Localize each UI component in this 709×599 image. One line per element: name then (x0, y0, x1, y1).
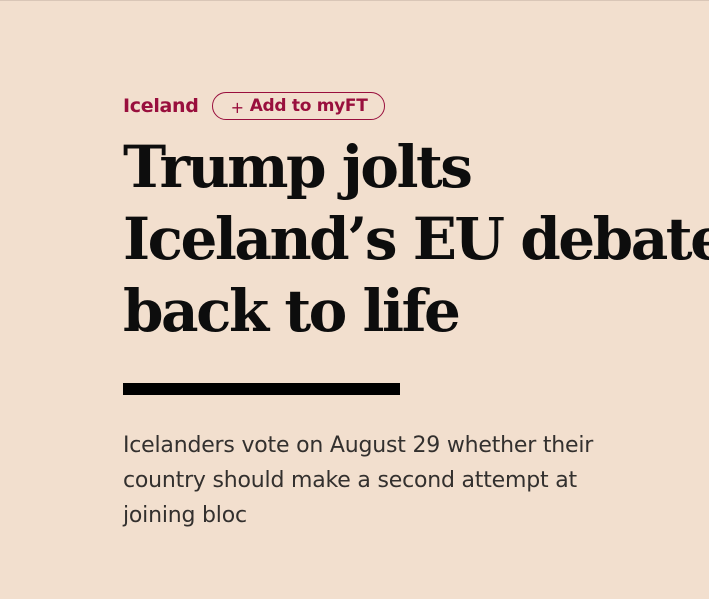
standfirst: Icelanders vote on August 29 whether the… (123, 428, 693, 533)
standfirst-line: joining bloc (123, 503, 247, 528)
headline-line: Trump jolts (123, 133, 473, 201)
standfirst-line: country should make a second attempt at (123, 468, 577, 493)
headline-line: back to life (123, 277, 461, 345)
headline-line: Iceland’s EU debate (123, 205, 709, 273)
add-to-myft-button[interactable]: + Add to myFT (211, 92, 385, 120)
plus-icon: + (230, 97, 244, 117)
topic-link-iceland[interactable]: Iceland (123, 95, 199, 117)
topic-row: Iceland + Add to myFT (123, 91, 693, 121)
standfirst-line: Icelanders vote on August 29 whether the… (123, 433, 594, 458)
headline-divider (123, 383, 400, 395)
add-to-myft-label: Add to myFT (249, 96, 368, 116)
article-header: Iceland + Add to myFT Trump jolts Icelan… (123, 91, 709, 533)
headline: Trump jolts Iceland’s EU debate back to … (123, 131, 709, 347)
